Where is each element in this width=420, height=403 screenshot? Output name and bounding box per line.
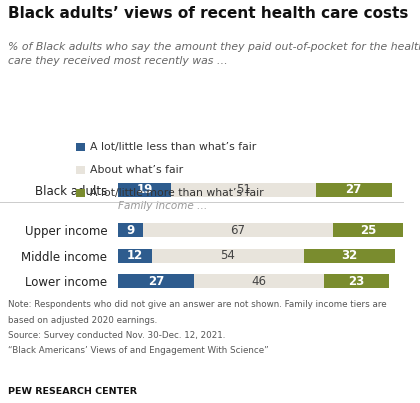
Bar (118, 223, 143, 237)
Bar (143, 223, 333, 237)
Text: 51: 51 (236, 183, 251, 196)
Text: 23: 23 (349, 275, 365, 288)
Text: A lot/little less than what’s fair: A lot/little less than what’s fair (90, 142, 257, 152)
Text: 27: 27 (148, 275, 164, 288)
Text: Note: Respondents who did not give an answer are not shown. Family income tiers : Note: Respondents who did not give an an… (8, 300, 387, 309)
Text: PEW RESEARCH CENTER: PEW RESEARCH CENTER (8, 387, 137, 396)
Text: 46: 46 (252, 275, 266, 288)
Text: 25: 25 (360, 224, 376, 237)
Text: based on adjusted 2020 earnings.: based on adjusted 2020 earnings. (8, 316, 158, 324)
Text: 67: 67 (230, 224, 245, 237)
Text: Source: Survey conducted Nov. 30-Dec. 12, 2021.: Source: Survey conducted Nov. 30-Dec. 12… (8, 331, 226, 340)
Text: 27: 27 (346, 183, 362, 196)
Text: About what’s fair: About what’s fair (90, 165, 184, 175)
Bar (315, 183, 392, 197)
Text: 19: 19 (136, 183, 152, 196)
Text: 12: 12 (126, 249, 143, 262)
Bar (118, 249, 152, 263)
Bar (118, 183, 171, 197)
Bar (171, 183, 315, 197)
Bar (304, 249, 395, 263)
Bar (118, 274, 194, 289)
Bar (333, 223, 403, 237)
Text: Family income …: Family income … (118, 201, 207, 211)
Text: % of Black adults who say the amount they paid out-of-pocket for the health
care: % of Black adults who say the amount the… (8, 42, 420, 66)
Bar (194, 274, 324, 289)
Text: “Black Americans’ Views of and Engagement With Science”: “Black Americans’ Views of and Engagemen… (8, 346, 269, 355)
Text: Black adults’ views of recent health care costs: Black adults’ views of recent health car… (8, 6, 409, 21)
Bar (324, 274, 389, 289)
Text: 9: 9 (126, 224, 134, 237)
Text: A lot/little more than what’s fair: A lot/little more than what’s fair (90, 188, 264, 198)
Text: 54: 54 (220, 249, 235, 262)
Bar (152, 249, 304, 263)
Text: 32: 32 (341, 249, 357, 262)
